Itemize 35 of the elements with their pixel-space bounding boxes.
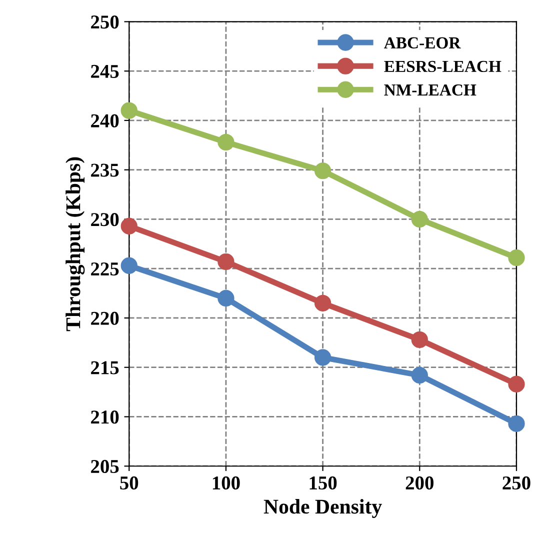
x-tick-label: 200	[406, 476, 434, 490]
y-tick-label: 230	[91, 213, 119, 226]
y-tick-label: 235	[91, 164, 119, 177]
point	[411, 366, 428, 384]
point	[218, 134, 234, 151]
y-tick-label: 205	[91, 460, 119, 474]
y-tick-label: 240	[91, 114, 119, 128]
y-axis-title: Throughput (Kbps)	[66, 157, 85, 332]
legend-label: NM-LEACH	[384, 84, 476, 96]
point	[508, 376, 525, 392]
legend-label: EESRS-LEACH	[384, 60, 502, 72]
point	[314, 162, 332, 180]
x-tick-label: 150	[310, 476, 337, 490]
y-tick-label: 210	[91, 410, 119, 424]
point	[411, 331, 428, 348]
x-tick-label: 250	[502, 476, 530, 490]
point	[314, 349, 332, 366]
legend-label: ABC-EOR	[384, 37, 461, 49]
point	[120, 218, 138, 234]
x-tick-label: 50	[120, 476, 138, 490]
x-axis-title: Node Density	[264, 499, 382, 518]
point	[218, 290, 234, 307]
x-tick-label: 100	[212, 476, 240, 490]
point	[411, 210, 428, 228]
point	[508, 249, 525, 266]
y-tick-label: 250	[91, 15, 119, 29]
y-tick-label: 225	[91, 262, 119, 276]
y-tick-label: 220	[91, 312, 119, 325]
point	[314, 294, 332, 312]
y-tick-label: 215	[91, 361, 119, 374]
point	[218, 253, 234, 270]
y-tick-label: 245	[91, 64, 119, 78]
point	[120, 102, 138, 119]
point	[120, 257, 138, 274]
point	[508, 415, 525, 432]
